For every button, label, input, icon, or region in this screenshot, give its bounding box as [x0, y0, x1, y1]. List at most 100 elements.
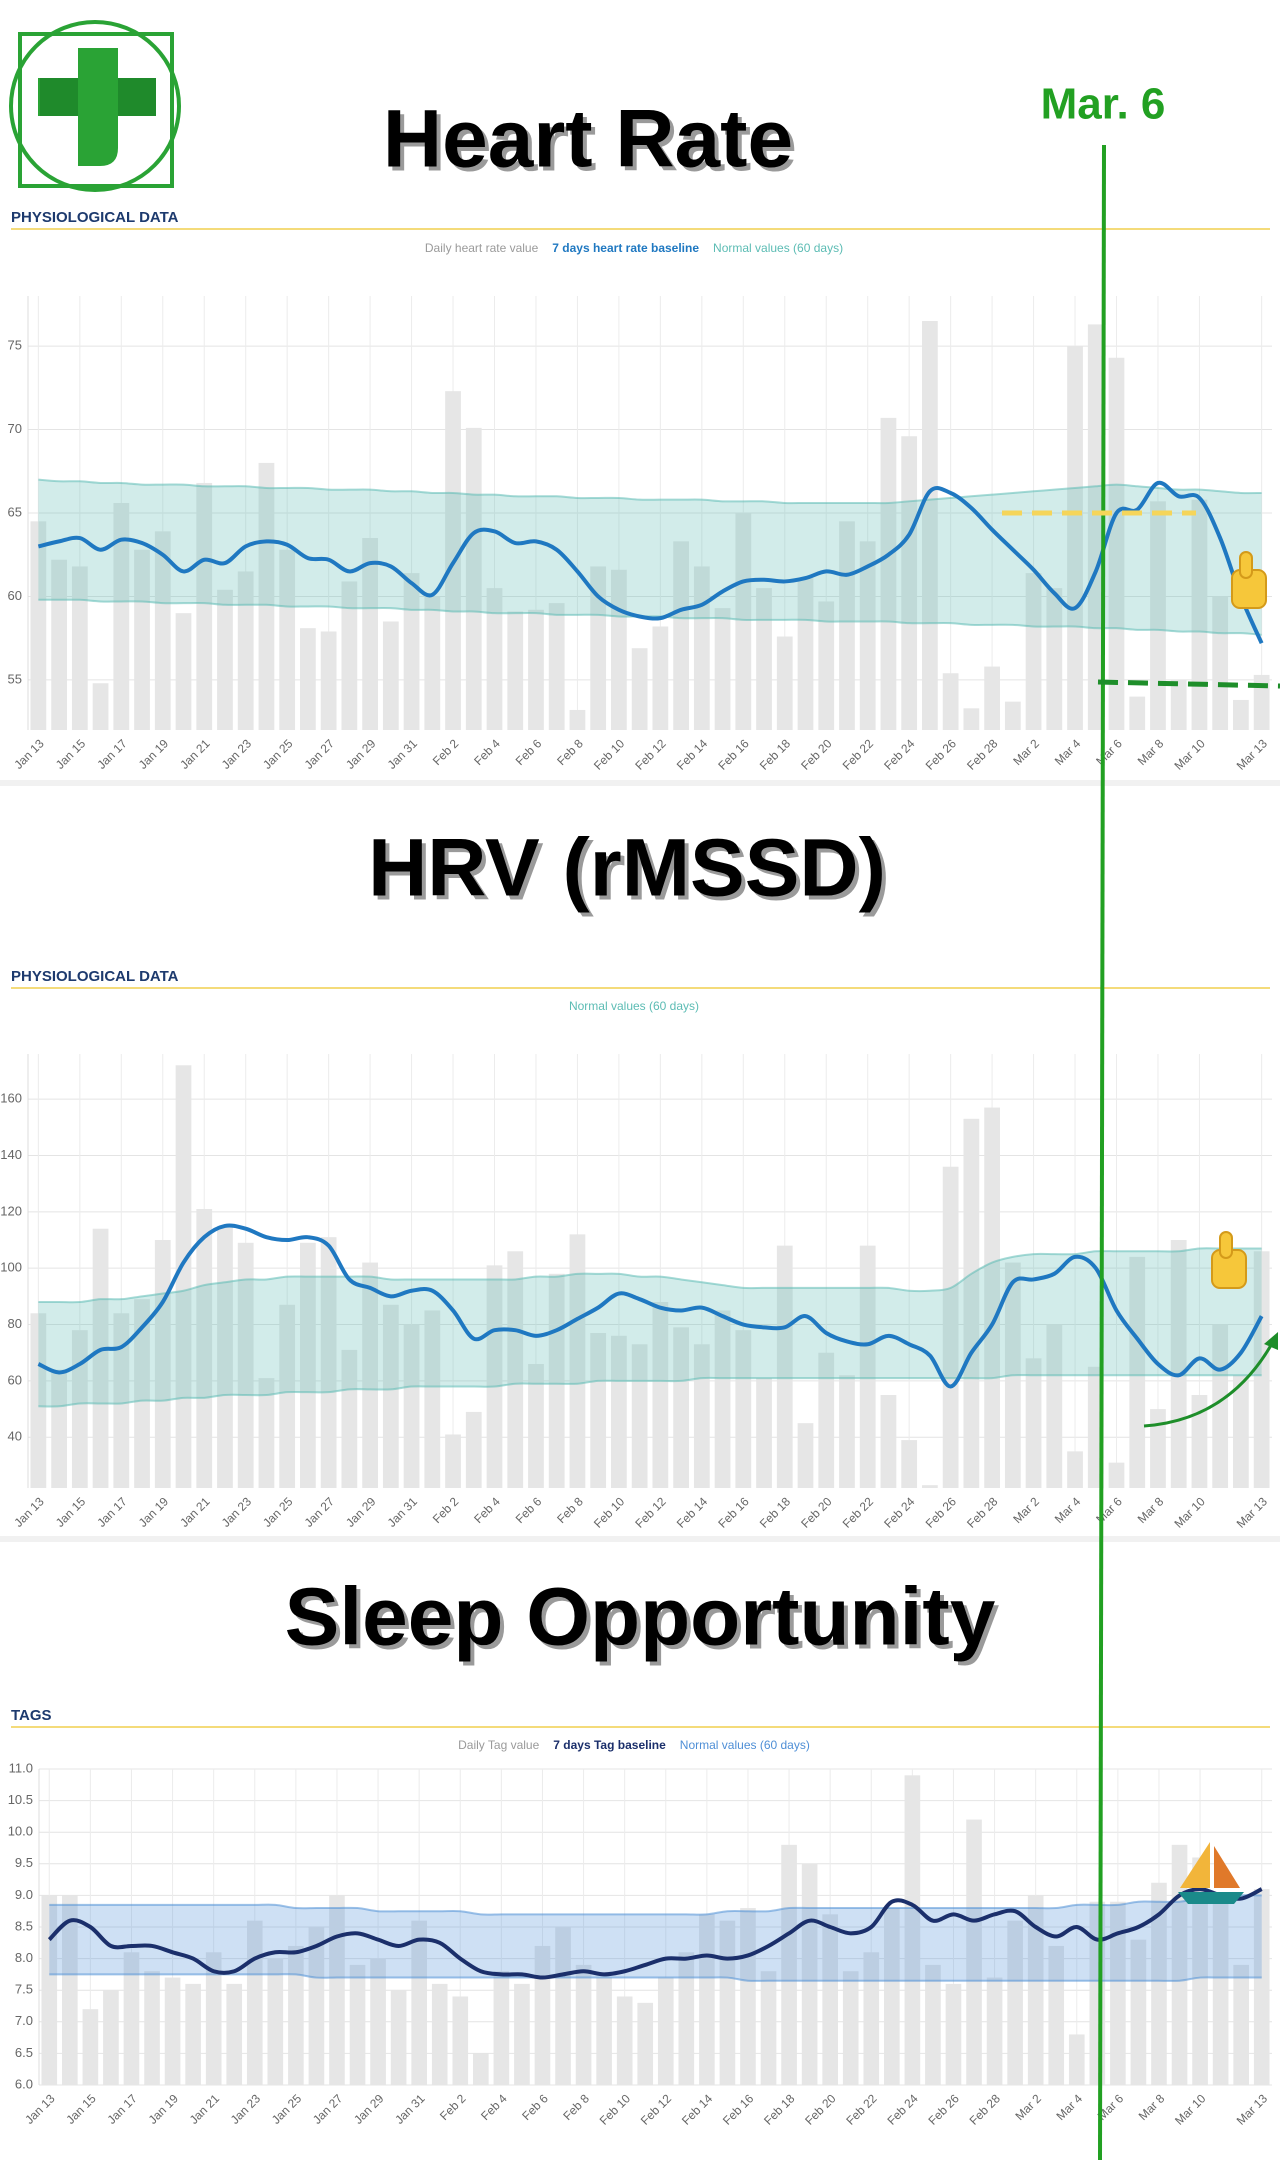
sail	[1214, 1846, 1240, 1888]
bar	[175, 1065, 192, 1488]
x-tick-label: Mar 8	[1136, 2091, 1168, 2123]
bar	[555, 1927, 571, 2085]
x-tick-label: Feb 28	[967, 2091, 1004, 2128]
bar	[760, 1971, 777, 2085]
x-tick-label: Jan 23	[228, 2091, 264, 2127]
x-tick-label: Jan 13	[11, 736, 47, 772]
bar	[1212, 1324, 1229, 1488]
bar	[1067, 346, 1083, 730]
separator	[0, 780, 1280, 786]
x-tick-label: Jan 21	[177, 736, 213, 772]
bar	[103, 1990, 119, 2085]
y-tick-label: 80	[8, 1316, 22, 1331]
bar	[237, 571, 254, 730]
bar	[818, 1352, 835, 1488]
bar	[1130, 1939, 1147, 2085]
x-tick-label: Mar 13	[1234, 1494, 1271, 1531]
bar	[1151, 1882, 1167, 2085]
marker-line	[1098, 144, 1106, 2160]
x-tick-label: Mar 10	[1171, 1494, 1208, 1531]
y-tick-label: 100	[0, 1260, 22, 1275]
x-tick-label: Jan 29	[343, 1494, 379, 1530]
x-tick-label: Feb 26	[926, 2091, 963, 2128]
bar	[1027, 1895, 1044, 2085]
x-tick-label: Mar 2	[1010, 736, 1042, 768]
x-tick-label: Jan 31	[385, 736, 421, 772]
bar	[1046, 588, 1063, 730]
bar	[30, 521, 47, 730]
x-tick-label: Feb 2	[437, 2091, 469, 2123]
x-tick-label: Mar 4	[1054, 2091, 1086, 2123]
x-tick-label: Feb 2	[430, 1494, 462, 1526]
bar	[963, 1118, 980, 1488]
x-tick-label: Mar 6	[1093, 1494, 1125, 1526]
x-tick-label: Jan 23	[219, 1494, 255, 1530]
bar	[590, 566, 607, 730]
bar	[693, 1344, 710, 1488]
bar	[735, 513, 752, 730]
bar	[842, 1971, 859, 2085]
bar	[631, 648, 648, 730]
legend: Daily Tag value 7 days Tag baseline Normal…	[458, 1738, 810, 1752]
bar	[839, 1375, 855, 1488]
bar	[678, 1952, 695, 2085]
x-tick-label: Feb 6	[513, 1494, 545, 1526]
x-tick-label: Mar 4	[1052, 736, 1084, 768]
bar	[134, 549, 150, 730]
bar	[288, 1945, 304, 2085]
x-tick-label: Jan 21	[177, 1494, 213, 1530]
bar	[507, 611, 524, 730]
bar	[756, 588, 772, 730]
section-label: TAGS	[11, 1707, 52, 1724]
x-tick-label: Feb 26	[923, 1494, 960, 1531]
bar	[1068, 2034, 1085, 2085]
baseline-line	[47, 1887, 1263, 1980]
x-tick-label: Jan 13	[22, 2091, 58, 2127]
bar	[776, 1245, 793, 1488]
legend-entry: 7 days heart rate baseline	[552, 241, 699, 255]
x-tick-label: Jan 27	[302, 1494, 338, 1530]
bar	[92, 683, 109, 730]
bar	[403, 1324, 420, 1488]
bar	[258, 462, 275, 730]
bar	[514, 1983, 530, 2085]
x-tick-label: Jan 15	[53, 736, 89, 772]
y-tick-label: 9.5	[15, 1855, 33, 1870]
bar	[431, 1983, 448, 2085]
chart-title: Heart Rate	[383, 94, 793, 185]
bar	[1192, 1857, 1208, 2085]
bar	[237, 1242, 254, 1488]
bar	[144, 1971, 160, 2085]
section-label: PHYSIOLOGICAL DATA	[11, 968, 179, 985]
x-tick-label: Jan 19	[136, 736, 172, 772]
x-tick-label: Mar 2	[1012, 2091, 1044, 2123]
bar	[1171, 1844, 1188, 2085]
y-tick-label: 9.0	[15, 1887, 33, 1902]
bar	[164, 1977, 181, 2085]
x-tick-label: Mar 10	[1171, 736, 1208, 773]
bar	[300, 628, 316, 730]
bar	[719, 1920, 736, 2085]
x-tick-label: Feb 2	[430, 736, 462, 768]
bar	[267, 1958, 284, 2085]
bar	[901, 436, 918, 730]
x-tick-label: Feb 22	[840, 736, 877, 773]
bar	[1046, 1324, 1063, 1488]
y-tick-label: 7.5	[15, 1982, 33, 1997]
x-tick-label: Feb 8	[560, 2091, 592, 2123]
bar	[673, 1327, 689, 1488]
chart-title: HRV (rMSSD)	[368, 823, 886, 914]
bar	[822, 1914, 838, 2085]
x-tick-label: Jan 15	[53, 1494, 89, 1530]
x-tick-label: Feb 28	[964, 1494, 1001, 1531]
x-tick-label: Feb 14	[674, 1494, 711, 1531]
baseline-line	[37, 480, 1264, 645]
logo-cross-shade	[40, 78, 156, 116]
logo-frame	[18, 32, 174, 188]
x-tick-label: Feb 24	[884, 2091, 921, 2128]
bar	[797, 1423, 814, 1488]
bar	[320, 631, 337, 730]
bar	[776, 636, 793, 730]
